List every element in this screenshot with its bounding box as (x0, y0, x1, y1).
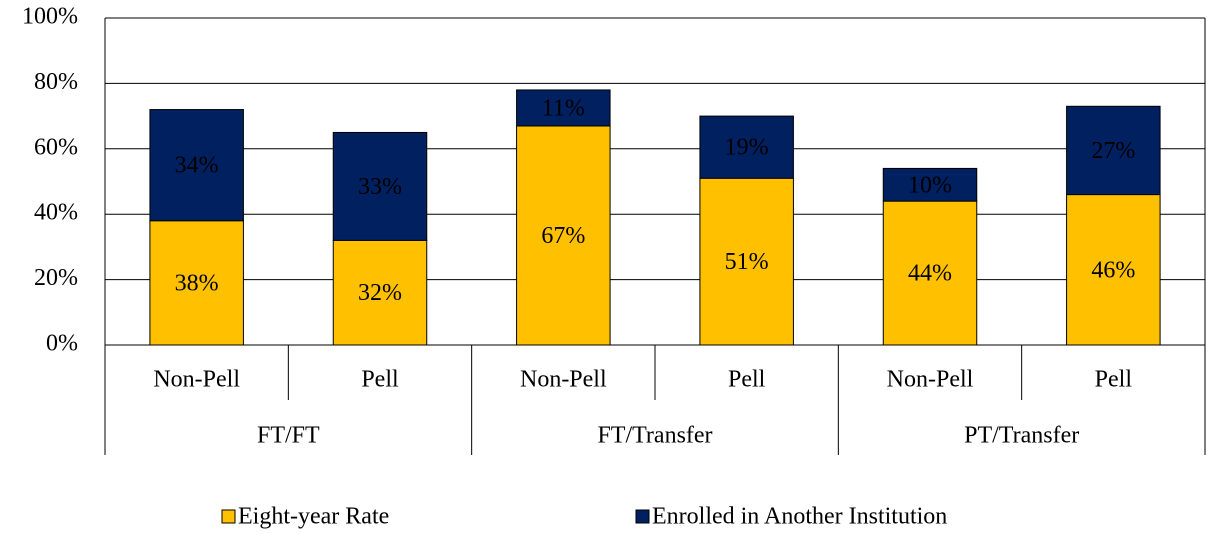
y-tick-label: 100% (22, 4, 78, 30)
data-label: 27% (1091, 138, 1135, 164)
data-label: 11% (542, 95, 585, 121)
group-label: FT/Transfer (597, 423, 712, 449)
bar-segment (1066, 194, 1161, 346)
bar-segment (1066, 105, 1161, 196)
x-tick-label: Pell (728, 367, 766, 393)
bar-segment (699, 115, 794, 179)
bar-segment (332, 131, 428, 241)
data-label: 44% (908, 261, 952, 287)
data-label: 51% (725, 249, 769, 275)
bar-segment (149, 109, 244, 222)
legend-swatch (221, 509, 236, 524)
x-tick-label: Non-Pell (153, 367, 240, 393)
legend-label: Eight-year Rate (238, 504, 389, 530)
legend-swatch (635, 509, 650, 524)
legend-label: Enrolled in Another Institution (652, 504, 947, 530)
y-tick-label: 60% (34, 134, 78, 160)
bar-segment (882, 200, 978, 346)
data-label: 46% (1091, 257, 1135, 283)
x-tick-label: Non-Pell (520, 367, 607, 393)
group-label: FT/FT (257, 423, 320, 449)
data-label: 38% (175, 270, 219, 296)
y-tick-label: 20% (34, 265, 78, 291)
x-tick-label: Non-Pell (887, 367, 974, 393)
bar-segment (332, 239, 428, 346)
y-tick-label: 80% (34, 69, 78, 95)
bar-segment (516, 89, 611, 127)
data-label: 10% (908, 172, 952, 198)
bar-segment (516, 125, 611, 346)
data-label: 33% (358, 174, 402, 200)
data-label: 32% (358, 280, 402, 306)
y-tick-label: 0% (46, 331, 78, 357)
x-tick-label: Pell (361, 367, 399, 393)
data-label: 67% (541, 223, 585, 249)
data-label: 19% (725, 135, 769, 161)
x-tick-label: Pell (1095, 367, 1133, 393)
bar-segment (882, 167, 978, 202)
data-label: 34% (175, 153, 219, 179)
y-tick-label: 40% (34, 200, 78, 226)
bar-segment (149, 220, 244, 346)
group-label: PT/Transfer (964, 423, 1079, 449)
